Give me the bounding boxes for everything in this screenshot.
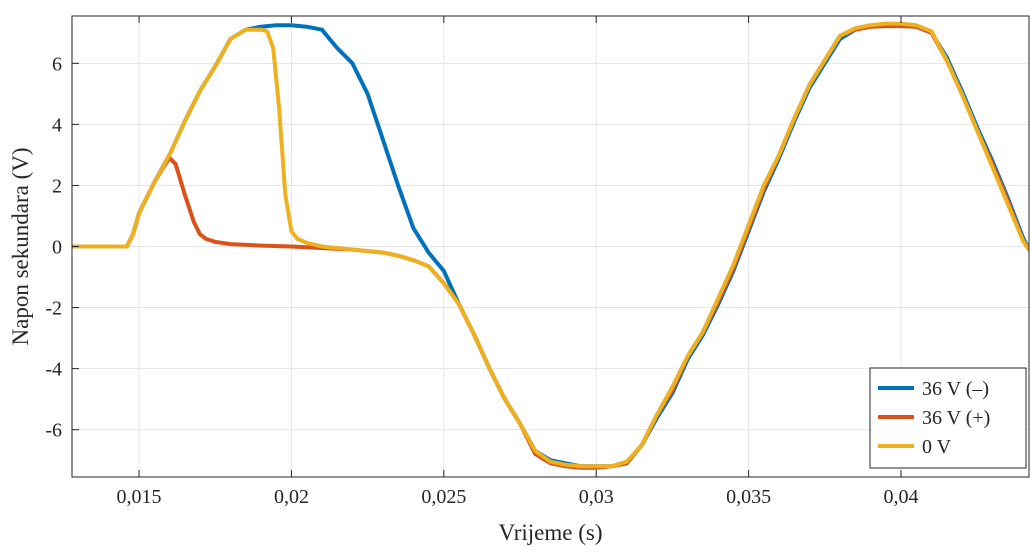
legend: 36 V (–) 36 V (+) 0 V — [869, 367, 1027, 469]
x-tick-label: 0,025 — [421, 486, 466, 508]
legend-entry: 36 V (+) — [922, 407, 990, 429]
x-tick-label: 0,035 — [726, 486, 771, 508]
x-axis-ticks: 0,015 0,02 0,025 0,03 0,035 0,04 — [117, 16, 918, 508]
x-tick-label: 0,03 — [579, 486, 614, 508]
y-axis-label: Napon sekundara (V) — [8, 148, 33, 346]
y-tick-label: 6 — [52, 53, 62, 75]
legend-entry: 0 V — [922, 436, 952, 458]
x-axis-label: Vrijeme (s) — [499, 520, 603, 545]
legend-entry: 36 V (–) — [922, 378, 989, 400]
y-axis-ticks: -6 -4 -2 0 2 4 6 — [45, 53, 79, 442]
x-tick-label: 0,02 — [274, 486, 309, 508]
series-line-3 — [72, 21, 1029, 469]
y-tick-label: 2 — [52, 175, 62, 197]
x-tick-label: 0,04 — [883, 486, 918, 508]
y-tick-label: -2 — [45, 298, 62, 320]
x-tick-label: 0,015 — [117, 486, 162, 508]
y-tick-label: -6 — [45, 420, 62, 442]
y-tick-label: 4 — [52, 114, 62, 136]
y-tick-label: 0 — [52, 237, 62, 259]
y-tick-label: -4 — [45, 359, 62, 381]
plot-area — [72, 21, 1029, 470]
